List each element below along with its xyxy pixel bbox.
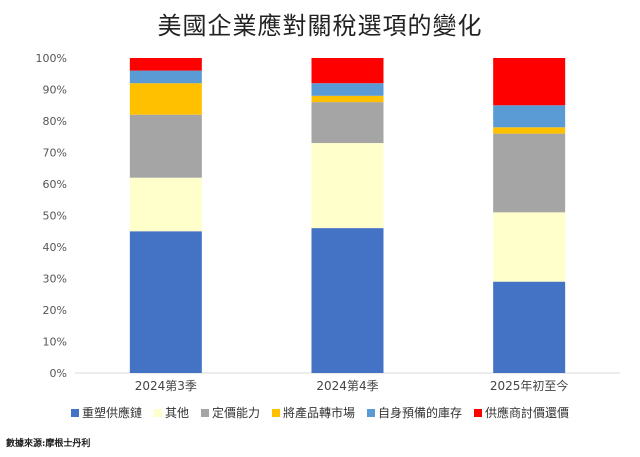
- legend-item: 將產品轉市場: [272, 404, 355, 421]
- y-tick-label: 10%: [43, 336, 67, 349]
- legend-item: 自身預備的庫存: [367, 404, 462, 421]
- legend-swatch: [153, 408, 162, 417]
- legend-label: 重塑供應鏈: [81, 406, 142, 420]
- bar-segment: [493, 127, 566, 134]
- bar-segment: [311, 83, 384, 96]
- legend-item: 重塑供應鏈: [70, 404, 142, 421]
- x-tick-label: 2024第4季: [316, 379, 378, 393]
- bar-segment: [493, 105, 566, 128]
- legend-item: 供應商討價還價: [474, 404, 569, 421]
- y-tick-label: 20%: [43, 304, 67, 317]
- bar-segment: [311, 58, 384, 84]
- y-tick-label: 100%: [36, 52, 67, 65]
- bar-segment: [493, 281, 566, 373]
- y-tick-label: 50%: [43, 210, 67, 223]
- legend-item: 其他: [153, 404, 189, 421]
- legend-swatch: [367, 408, 376, 417]
- x-tick-label: 2024第3季: [135, 379, 197, 393]
- legend-item: 定價能力: [200, 404, 260, 421]
- bar-segment: [493, 58, 566, 106]
- legend: 重塑供應鏈 其他 定價能力 將產品轉市場 自身預備的庫存 供應商討價還價: [0, 404, 640, 421]
- bar-segment: [129, 58, 202, 71]
- bar-segment: [129, 70, 202, 84]
- bar-segment: [129, 177, 202, 232]
- x-tick-label: 2025年初至今: [490, 378, 569, 393]
- y-tick-label: 80%: [43, 115, 67, 128]
- y-tick-label: 0%: [50, 367, 67, 380]
- legend-label: 其他: [164, 406, 189, 420]
- bar-segment: [311, 228, 384, 373]
- bar-segment: [493, 212, 566, 282]
- legend-label: 定價能力: [211, 406, 260, 420]
- source-note: 數據來源:摩根士丹利: [6, 439, 91, 449]
- legend-label: 供應商討價還價: [485, 406, 570, 420]
- bar-segment: [129, 114, 202, 178]
- y-tick-label: 90%: [43, 84, 67, 97]
- legend-label: 自身預備的庫存: [378, 406, 463, 420]
- legend-swatch: [70, 408, 79, 417]
- bar-segment: [129, 231, 202, 373]
- y-tick-label: 30%: [43, 273, 67, 286]
- y-tick-label: 60%: [43, 178, 67, 191]
- bar-segment: [493, 133, 566, 213]
- y-tick-label: 40%: [43, 241, 67, 254]
- legend-label: 將產品轉市場: [283, 406, 356, 420]
- chart-title: 美國企業應對關稅選項的變化: [157, 12, 483, 40]
- bar-segment: [129, 83, 202, 115]
- legend-swatch: [272, 408, 280, 417]
- y-tick-label: 70%: [43, 147, 67, 160]
- legend-swatch: [474, 408, 483, 417]
- bar-segment: [311, 143, 384, 229]
- legend-swatch: [200, 408, 209, 417]
- bar-segment: [311, 95, 384, 103]
- bar-segment: [311, 102, 384, 144]
